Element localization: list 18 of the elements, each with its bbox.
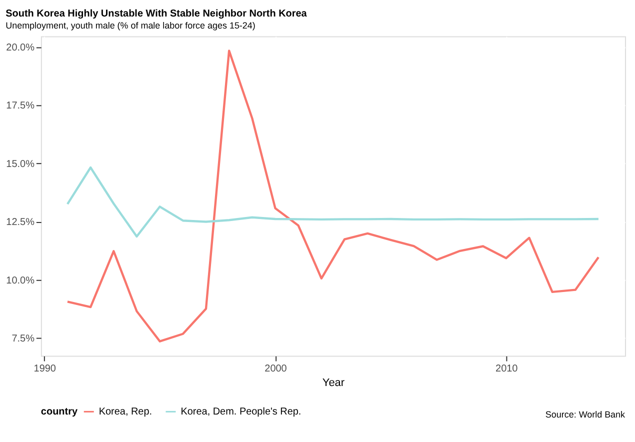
source-note: Source: World Bank	[545, 410, 626, 420]
y-tick-label: 12.5%	[6, 217, 35, 228]
x-axis-title: Year	[322, 377, 345, 390]
y-tick-label: 20.0%	[6, 42, 35, 54]
line-series	[66, 50, 600, 342]
chart-subtitle: Unemployment, youth male (% of male labor force ages 15-24)	[6, 20, 256, 30]
legend-label: Korea, Rep.	[98, 406, 152, 418]
legend-title: country	[40, 406, 78, 418]
y-tick-label: 7.5%	[12, 334, 35, 345]
legend-label: Korea, Dem. People's Rep.	[180, 406, 302, 418]
y-tick-label: 17.5%	[6, 100, 35, 112]
line-series	[66, 166, 600, 238]
x-tick-label: 2000	[264, 363, 288, 374]
x-tick-label: 2010	[496, 363, 518, 374]
y-tick-label: 15.0%	[6, 158, 35, 170]
x-tick-label: 1990	[34, 363, 56, 374]
y-tick-label: 10.0%	[6, 275, 35, 286]
chart-title: South Korea Highly Unstable With Stable Neighbor North Korea	[6, 8, 308, 20]
